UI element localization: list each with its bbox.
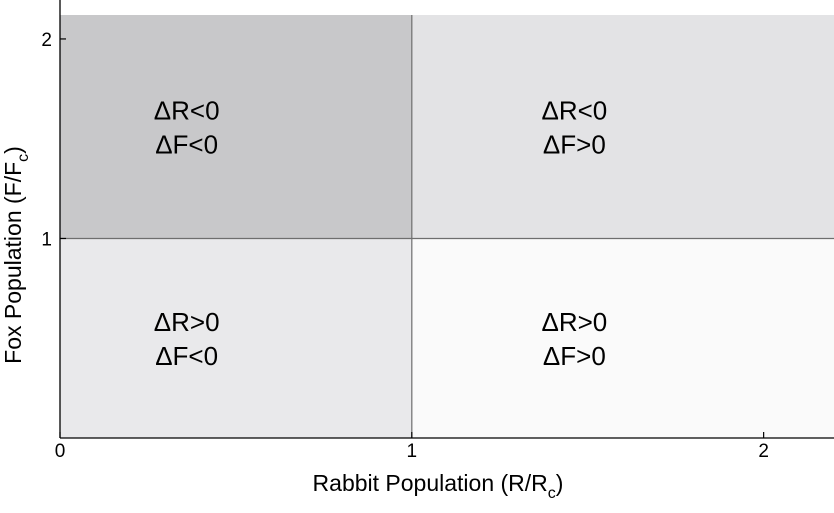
region-label-top-left-line1: ΔR<0 (154, 96, 220, 126)
region-label-bottom-right-line1: ΔR>0 (541, 307, 607, 337)
region-label-top-right-line1: ΔR<0 (541, 96, 607, 126)
x-tick-label: 2 (758, 441, 769, 462)
region-bottom-right (411, 238, 834, 438)
region-top-left (60, 15, 412, 239)
region-label-bottom-left-line2: ΔF<0 (155, 341, 218, 371)
x-tick-label: 0 (55, 441, 66, 462)
region-label-bottom-left-line1: ΔR>0 (154, 307, 220, 337)
dividers (60, 15, 834, 438)
x-axis-label: Rabbit Population (R/Rc) (313, 470, 564, 502)
y-tick-label: 1 (41, 229, 52, 250)
y-ticks: 12 (41, 30, 66, 250)
x-ticks: 0 1 2 (55, 432, 769, 462)
region-label-top-left-line2: ΔF<0 (155, 130, 218, 160)
y-axis-label: Fox Population (F/Fc) (0, 146, 32, 364)
region-top-right (411, 15, 834, 239)
regions (60, 15, 834, 438)
region-label-bottom-right-line2: ΔF>0 (543, 341, 606, 371)
x-tick-label: 1 (407, 441, 418, 462)
region-labels: ΔR<0 ΔF<0 ΔR<0 ΔF>0 ΔR>0 ΔF<0 ΔR>0 ΔF>0 (154, 96, 608, 371)
y-tick-label: 2 (41, 30, 52, 51)
region-label-top-right-line2: ΔF>0 (543, 130, 606, 160)
axes (59, 0, 834, 439)
region-bottom-left (60, 238, 412, 438)
